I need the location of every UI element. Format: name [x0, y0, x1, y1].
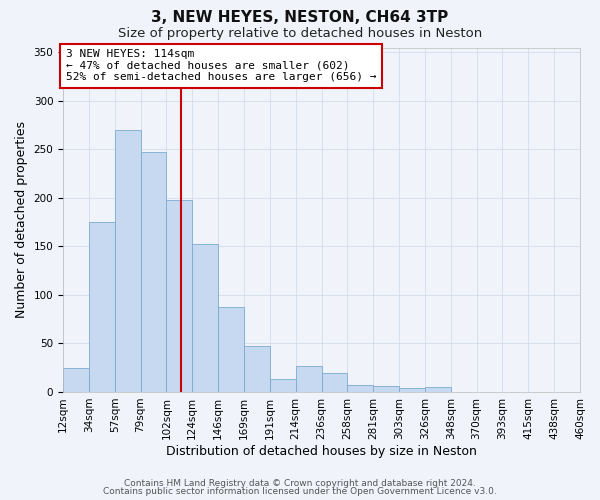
Bar — [166, 200, 192, 392]
Text: Contains public sector information licensed under the Open Government Licence v3: Contains public sector information licen… — [103, 487, 497, 496]
Bar — [373, 386, 399, 392]
Text: 3 NEW HEYES: 114sqm
← 47% of detached houses are smaller (602)
52% of semi-detac: 3 NEW HEYES: 114sqm ← 47% of detached ho… — [65, 49, 376, 82]
Bar — [218, 306, 244, 392]
Bar — [192, 244, 218, 392]
Bar — [244, 346, 270, 392]
Bar — [89, 222, 115, 392]
Text: Size of property relative to detached houses in Neston: Size of property relative to detached ho… — [118, 28, 482, 40]
Bar — [347, 385, 373, 392]
Bar — [296, 366, 322, 392]
Text: 3, NEW HEYES, NESTON, CH64 3TP: 3, NEW HEYES, NESTON, CH64 3TP — [151, 10, 449, 25]
Y-axis label: Number of detached properties: Number of detached properties — [15, 121, 28, 318]
Bar — [399, 388, 425, 392]
Bar — [270, 380, 296, 392]
Bar — [140, 152, 166, 392]
Bar — [63, 368, 89, 392]
X-axis label: Distribution of detached houses by size in Neston: Distribution of detached houses by size … — [166, 444, 477, 458]
Bar — [425, 387, 451, 392]
Text: Contains HM Land Registry data © Crown copyright and database right 2024.: Contains HM Land Registry data © Crown c… — [124, 478, 476, 488]
Bar — [322, 372, 347, 392]
Bar — [115, 130, 140, 392]
